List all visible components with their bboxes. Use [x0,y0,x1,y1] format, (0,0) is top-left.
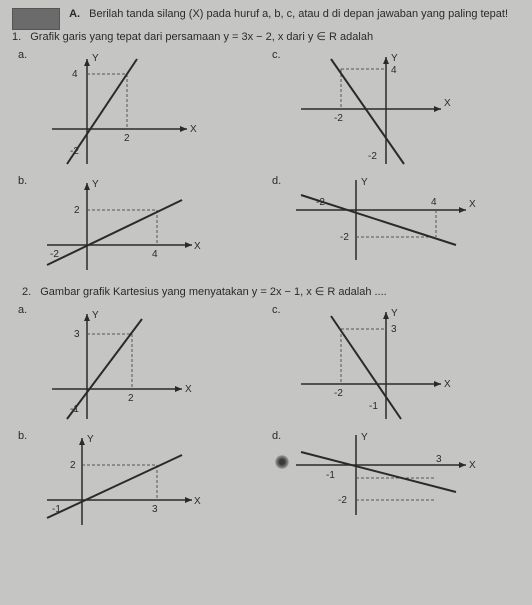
graph-2d: X Y -1 3 -2 [286,430,476,520]
q2-options: a. X Y 3 2 -1 c. X Y 3 [12,304,520,530]
q1-option-a: a. X Y 4 2 -2 [32,49,266,169]
axis-x-label: X [444,98,451,109]
graph-2a: X Y 3 2 -1 [32,304,202,424]
x-tick: 3 [152,504,158,515]
x-tick: -2 [334,388,343,399]
y-top: 2 [74,205,80,216]
q2-option-b: b. X Y 2 3 -1 [32,430,266,530]
option-label: a. [18,304,27,316]
y-top: 4 [72,69,78,80]
camera-spot [275,455,289,469]
axis-y-label: Y [391,53,398,64]
graph-1c: X Y 4 -2 -2 [286,49,456,169]
y-top: 2 [70,460,76,471]
y-top: 3 [391,324,397,335]
q1-text: Grafik garis yang tepat dari persamaan y… [30,31,373,43]
y-top: 3 [74,329,80,340]
x-left: -1 [52,504,61,515]
axis-y-label: Y [361,432,368,443]
axis-y-label: Y [92,310,99,321]
q1-option-b: b. X Y 2 4 -2 [32,175,266,275]
axis-x-label: X [190,124,197,135]
x-tick: 2 [124,133,130,144]
q1-options: a. X Y 4 2 -2 c. X Y 4 [12,49,520,275]
axis-x-label: X [469,199,476,210]
q2-option-a: a. X Y 3 2 -1 [32,304,266,424]
graph-1d: X Y -2 4 -2 [286,175,476,265]
q1-number: 1. [12,31,21,43]
y-bot: -2 [368,151,377,162]
option-label: c. [272,49,281,61]
axis-x-label: X [185,384,192,395]
y-bot: -1 [70,404,79,415]
q1-option-d: d. X Y -2 4 -2 [286,175,520,275]
x-right: 4 [431,197,437,208]
axis-x-label: X [469,460,476,471]
axis-y-label: Y [92,179,99,190]
x-tick: 4 [152,249,158,260]
instruction-text: Berilah tanda silang (X) pada huruf a, b… [89,8,508,20]
y-bot: -2 [340,232,349,243]
x-tick: 2 [128,393,134,404]
axis-y-label: Y [92,53,99,64]
option-label: b. [18,430,27,442]
y-bot: -2 [338,495,347,506]
section-header: A. Berilah tanda silang (X) pada huruf a… [12,8,520,43]
option-label: d. [272,430,281,442]
option-label: a. [18,49,27,61]
y-top: 4 [391,65,397,76]
graph-1b: X Y 2 4 -2 [32,175,202,275]
graph-1a: X Y 4 2 -2 [32,49,202,169]
header-thumb [12,8,60,30]
graph-2b: X Y 2 3 -1 [32,430,202,530]
q2-option-c: c. X Y 3 -2 -1 [286,304,520,424]
q2-text: Gambar grafik Kartesius yang menyatakan … [40,286,386,298]
graph-2c: X Y 3 -2 -1 [286,304,456,424]
option-label: b. [18,175,27,187]
x-left: -1 [326,470,335,481]
y-bot: -2 [70,146,79,157]
y-bot: -1 [369,401,378,412]
section-letter: A. [69,8,80,20]
x-left: -2 [50,249,59,260]
x-left: -2 [316,197,325,208]
x-tick: -2 [334,113,343,124]
axis-x-label: X [444,379,451,390]
axis-x-label: X [194,241,201,252]
x-right: 3 [436,454,442,465]
axis-y-label: Y [391,308,398,319]
q2-option-d: d. X Y -1 3 -2 [286,430,520,530]
axis-y-label: Y [361,177,368,188]
option-label: d. [272,175,281,187]
q1-option-c: c. X Y 4 -2 -2 [286,49,520,169]
option-label: c. [272,304,281,316]
q2-number: 2. [22,286,31,298]
axis-y-label: Y [87,434,94,445]
q2-row: 2. Gambar grafik Kartesius yang menyatak… [12,285,520,298]
axis-x-label: X [194,496,201,507]
